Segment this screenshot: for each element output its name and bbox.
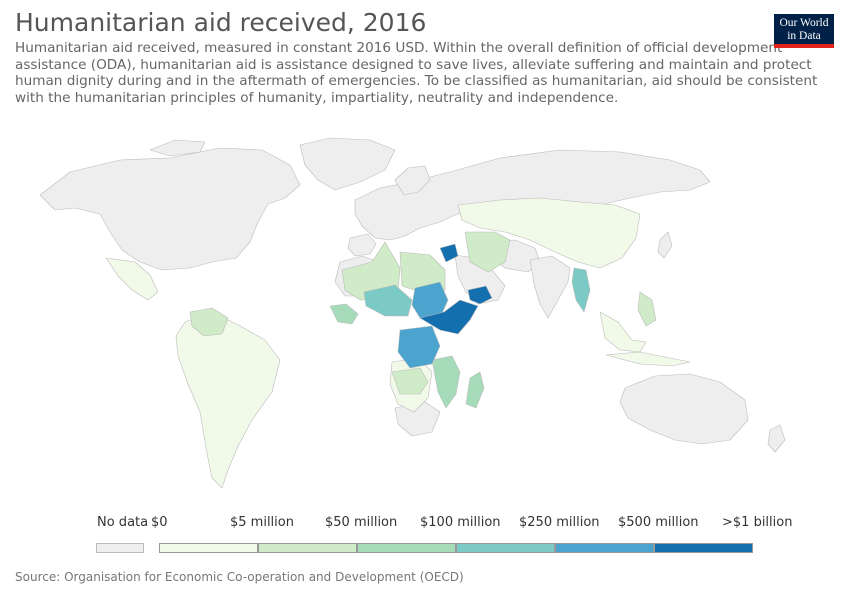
- map-region-southern-africa: [394, 401, 441, 437]
- map-region-new-zealand: [767, 424, 786, 453]
- map-region-tanzania-mozambique: [431, 355, 461, 409]
- logo-line-1: Our World: [779, 17, 829, 29]
- map-region-pakistan-afg: [464, 231, 511, 273]
- map-region-madagascar: [465, 371, 485, 409]
- map-region-greenland: [299, 137, 396, 191]
- map-region-niger-chad: [363, 284, 413, 317]
- map-region-indonesia: [605, 351, 691, 367]
- map-region-japan: [657, 231, 673, 259]
- owid-logo[interactable]: Our World in Data: [774, 14, 834, 48]
- map-region-north-america: [39, 147, 301, 271]
- chart-subtitle: Humanitarian aid received, measured in c…: [15, 40, 818, 106]
- logo-line-2: in Data: [787, 30, 821, 42]
- map-region-colombia-venezuela: [189, 307, 229, 337]
- map-region-scandinavia: [394, 165, 431, 196]
- map-region-iberia: [347, 233, 377, 257]
- map-region-yemen: [467, 285, 493, 305]
- map-region-south-america: [175, 311, 281, 489]
- map-region-australia: [619, 373, 749, 445]
- map-region-philippines: [637, 291, 657, 327]
- map-region-mexico: [105, 257, 159, 301]
- map-region-central-asia-china: [457, 197, 641, 269]
- map-region-alaska-islands: [149, 139, 206, 157]
- chart-title: Humanitarian aid received, 2016: [15, 8, 427, 37]
- source-note[interactable]: Source: Organisation for Economic Co-ope…: [15, 570, 464, 584]
- map-region-india: [529, 255, 571, 319]
- map-region-drc: [397, 325, 441, 369]
- map-region-ethiopia-somalia: [419, 299, 479, 335]
- map-region-angola-zambia: [391, 367, 429, 395]
- map-region-west-africa: [329, 303, 359, 325]
- map-region-libya-egypt: [399, 251, 446, 293]
- map-region-syria: [439, 243, 459, 263]
- map-region-southeast-asia: [599, 311, 647, 353]
- map-region-myanmar: [571, 267, 591, 313]
